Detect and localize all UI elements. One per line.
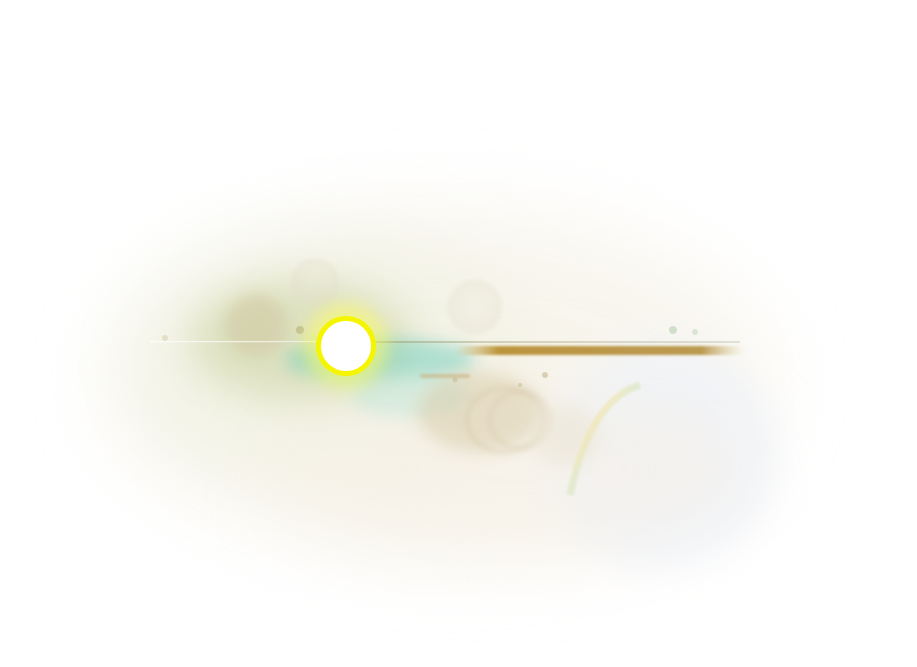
light-source (304, 304, 388, 388)
lens-ghost-icon (445, 277, 505, 337)
prism-arc (566, 381, 700, 496)
lens-ghost-icon (289, 256, 341, 308)
horizontal-streak (140, 326, 745, 378)
lens-ghost-icon (228, 296, 288, 356)
